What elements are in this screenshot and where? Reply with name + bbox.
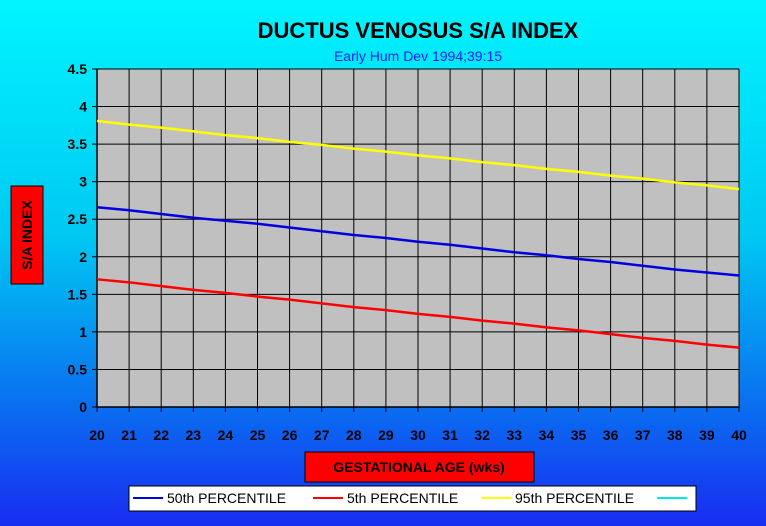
x-tick-label: 23 bbox=[186, 427, 202, 443]
x-tick-label: 32 bbox=[474, 427, 490, 443]
x-tick-label: 29 bbox=[378, 427, 394, 443]
axes bbox=[92, 68, 740, 412]
x-tick-label: 24 bbox=[218, 427, 234, 443]
y-tick-label: 0 bbox=[79, 399, 87, 415]
x-tick-label: 39 bbox=[699, 427, 715, 443]
y-tick-label: 0.5 bbox=[68, 361, 88, 377]
y-tick-label: 3.5 bbox=[68, 136, 88, 152]
legend-box bbox=[128, 485, 697, 512]
series-line-1 bbox=[96, 278, 740, 349]
legend-label-2: 95th PERCENTILE bbox=[515, 490, 634, 506]
x-tick-label: 36 bbox=[603, 427, 619, 443]
x-tick-label: 40 bbox=[731, 427, 747, 443]
grid bbox=[96, 68, 740, 408]
x-tick-label: 38 bbox=[667, 427, 683, 443]
tick-labels: 0 0.5 1 1.5 2 2.5 3 3.5 4 4.5 20 21 22 23 24 25 26 27 28 29… bbox=[68, 61, 747, 443]
x-tick-label: 27 bbox=[314, 427, 330, 443]
x-tick-label: 21 bbox=[121, 427, 137, 443]
x-tick-label: 28 bbox=[346, 427, 362, 443]
x-tick-label: 34 bbox=[539, 427, 555, 443]
legend-label-1: 5th PERCENTILE bbox=[347, 490, 458, 506]
x-tick-label: 22 bbox=[153, 427, 169, 443]
series-line-0 bbox=[96, 205, 740, 277]
x-tick-label: 37 bbox=[635, 427, 651, 443]
legend: 50th PERCENTILE 5th PERCENTILE 95th PERCEN… bbox=[133, 490, 687, 506]
x-tick-label: 31 bbox=[442, 427, 458, 443]
y-axis-title-box bbox=[10, 185, 44, 285]
x-tick-label: 25 bbox=[250, 427, 266, 443]
x-tick-label: 30 bbox=[410, 427, 426, 443]
y-axis-title: S/A INDEX bbox=[19, 200, 35, 270]
y-tick-label: 4 bbox=[79, 99, 87, 115]
y-tick-label: 2 bbox=[79, 249, 87, 265]
y-tick-label: 1.5 bbox=[68, 286, 88, 302]
x-tick-label: 26 bbox=[282, 427, 298, 443]
chart-title: DUCTUS VENOSUS S/A INDEX bbox=[258, 18, 579, 43]
y-tick-label: 4.5 bbox=[68, 61, 88, 77]
chart-subtitle: Early Hum Dev 1994;39:15 bbox=[334, 48, 502, 64]
y-tick-label: 2.5 bbox=[68, 211, 88, 227]
x-tick-label: 33 bbox=[507, 427, 523, 443]
x-axis-title-box bbox=[304, 451, 535, 483]
series-lines bbox=[96, 119, 740, 349]
y-tick-label: 3 bbox=[79, 174, 87, 190]
legend-label-0: 50th PERCENTILE bbox=[167, 490, 286, 506]
x-tick-label: 20 bbox=[89, 427, 105, 443]
y-tick-label: 1 bbox=[79, 324, 87, 340]
series-line-2 bbox=[96, 119, 740, 191]
x-tick-label: 35 bbox=[571, 427, 587, 443]
x-axis-title: GESTATIONAL AGE (wks) bbox=[333, 459, 504, 475]
